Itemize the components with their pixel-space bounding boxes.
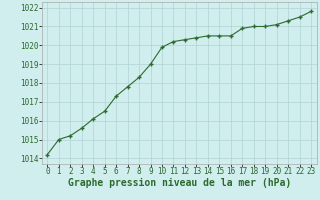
X-axis label: Graphe pression niveau de la mer (hPa): Graphe pression niveau de la mer (hPa) bbox=[68, 178, 291, 188]
